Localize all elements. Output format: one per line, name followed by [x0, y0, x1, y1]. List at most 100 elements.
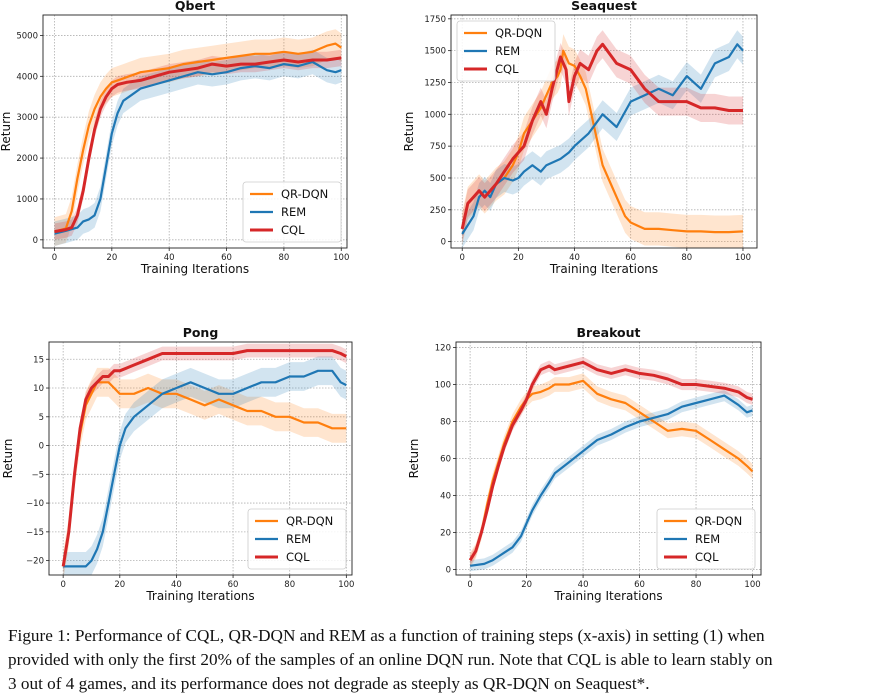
plot-area	[468, 356, 754, 572]
x-tick-label-3: 60	[221, 253, 232, 263]
chart-1: 0 20 40 60 80 10002505007501000125015001750Se…	[402, 0, 758, 276]
x-tick-label-2: 40	[164, 253, 175, 263]
x-tick-label-0: 0	[60, 580, 65, 590]
y-tick-label-0: 0	[441, 238, 446, 248]
x-axis-label: Training Iterations	[140, 262, 249, 276]
y-tick-label-4: 80	[440, 418, 451, 428]
y-tick-label-4: 1000	[424, 110, 446, 120]
legend-box	[247, 508, 347, 570]
legend: QR-DQN REM CQL	[242, 181, 342, 243]
y-tick-label-6: 120	[435, 344, 451, 354]
legend: QR-DQN REM CQL	[247, 508, 347, 570]
y-axis-label: Return	[0, 112, 13, 152]
y-tick-label-5: 1250	[424, 78, 446, 88]
x-tick-label-4: 80	[284, 580, 295, 590]
legend: QR-DQN REM CQL	[656, 508, 756, 570]
y-tick-label-6: 10	[33, 384, 44, 394]
caption-line-2: provided with only the first 20% of the …	[8, 650, 773, 669]
y-tick-label-2: 40	[440, 491, 451, 501]
series-line-1	[469, 394, 753, 567]
x-tick-label-4: 80	[691, 580, 702, 590]
series-line-1	[54, 60, 342, 235]
legend-label-0: QR-DQN	[281, 187, 328, 201]
y-tick-label-0: −20	[26, 557, 44, 567]
legend-box	[242, 181, 342, 243]
x-tick-label-4: 80	[681, 253, 692, 263]
x-tick-label-2: 40	[171, 580, 182, 590]
caption-line-3: 3 out of 4 games, and its performance do…	[8, 674, 650, 693]
plot-frame	[48, 341, 353, 576]
x-tick-label-5: 100	[333, 253, 349, 263]
legend-box	[656, 508, 756, 570]
legend-label-2: CQL	[495, 62, 519, 76]
figure-caption: Figure 1: Performance of CQL, QR-DQN and…	[8, 624, 882, 696]
y-tick-label-2: 2000	[16, 154, 38, 164]
legend-label-0: QR-DQN	[495, 26, 542, 40]
plot-area	[61, 343, 347, 575]
x-tick-label-1: 20	[114, 580, 125, 590]
series-line-2	[468, 360, 753, 561]
x-tick-label-2: 40	[578, 580, 589, 590]
x-axis-label: Training Iterations	[549, 262, 658, 276]
x-tick-label-1: 20	[513, 253, 524, 263]
y-axis-label: Return	[1, 439, 15, 479]
y-tick-label-0: 0	[33, 236, 38, 246]
legend-label-1: REM	[695, 532, 720, 546]
x-tick-label-2: 40	[569, 253, 580, 263]
y-tick-label-5: 100	[435, 381, 451, 391]
legend-label-1: REM	[495, 44, 520, 58]
y-axis-label: Return	[402, 112, 416, 152]
y-tick-label-1: 250	[430, 206, 446, 216]
plot-frame	[450, 14, 758, 249]
y-tick-label-2: −10	[26, 499, 44, 509]
series-band-0	[470, 373, 753, 568]
chart-title: Pong	[183, 325, 219, 340]
chart-3: 0 20 40 60 80 100 0 20 40 60 80 100 120 Breakout Train…	[407, 325, 762, 603]
x-tick-label-3: 60	[625, 253, 636, 263]
y-axis-label: Return	[407, 439, 421, 479]
y-tick-label-3: 3000	[16, 113, 38, 123]
plot-frame	[42, 14, 348, 249]
y-tick-label-7: 15	[33, 355, 44, 365]
chart-title: Breakout	[576, 325, 640, 340]
figure-panels: 0 20 40 60 80 100010002000300040005000QbertTr…	[0, 0, 762, 603]
series-line-2	[61, 349, 347, 567]
legend-box	[456, 20, 556, 82]
legend-label-2: CQL	[286, 550, 310, 564]
y-tick-label-4: 0	[39, 442, 44, 452]
chart-title: Seaquest	[571, 0, 637, 13]
y-tick-label-6: 1500	[424, 47, 446, 57]
y-tick-label-1: −15	[26, 528, 44, 538]
x-axis-label: Training Iterations	[145, 589, 254, 603]
legend: QR-DQN REM CQL	[456, 20, 556, 82]
x-tick-label-5: 100	[735, 253, 751, 263]
x-tick-label-0: 0	[467, 580, 472, 590]
x-tick-label-0: 0	[52, 253, 57, 263]
series-line-2	[54, 56, 342, 234]
x-axis-label: Training Iterations	[553, 589, 662, 603]
x-tick-label-3: 60	[228, 580, 239, 590]
y-tick-label-0: 0	[446, 565, 451, 575]
series-band-0	[63, 367, 347, 575]
y-tick-label-7: 1750	[424, 15, 446, 25]
series-band-1	[462, 30, 743, 248]
y-tick-label-1: 1000	[16, 195, 38, 205]
plot-area	[54, 29, 342, 247]
y-tick-label-5: 5000	[16, 31, 38, 41]
x-tick-label-3: 60	[634, 580, 645, 590]
x-tick-label-1: 20	[521, 580, 532, 590]
x-tick-label-0: 0	[460, 253, 465, 263]
series-line-0	[54, 42, 342, 233]
chart-title: Qbert	[175, 0, 215, 13]
legend-label-0: QR-DQN	[695, 514, 742, 528]
series-line-1	[63, 369, 347, 568]
series-band-1	[63, 356, 347, 575]
y-tick-label-4: 4000	[16, 72, 38, 82]
y-tick-label-1: 20	[440, 528, 451, 538]
series-line-2	[460, 42, 743, 230]
y-tick-label-2: 500	[430, 174, 446, 184]
legend-label-2: CQL	[281, 223, 305, 237]
chart-2: 0 20 40 60 80 100 −20 −15 −10 −5 0 5 10 15 Pong Trainin…	[1, 325, 354, 603]
plot-area	[460, 30, 744, 248]
x-tick-label-5: 100	[744, 580, 760, 590]
